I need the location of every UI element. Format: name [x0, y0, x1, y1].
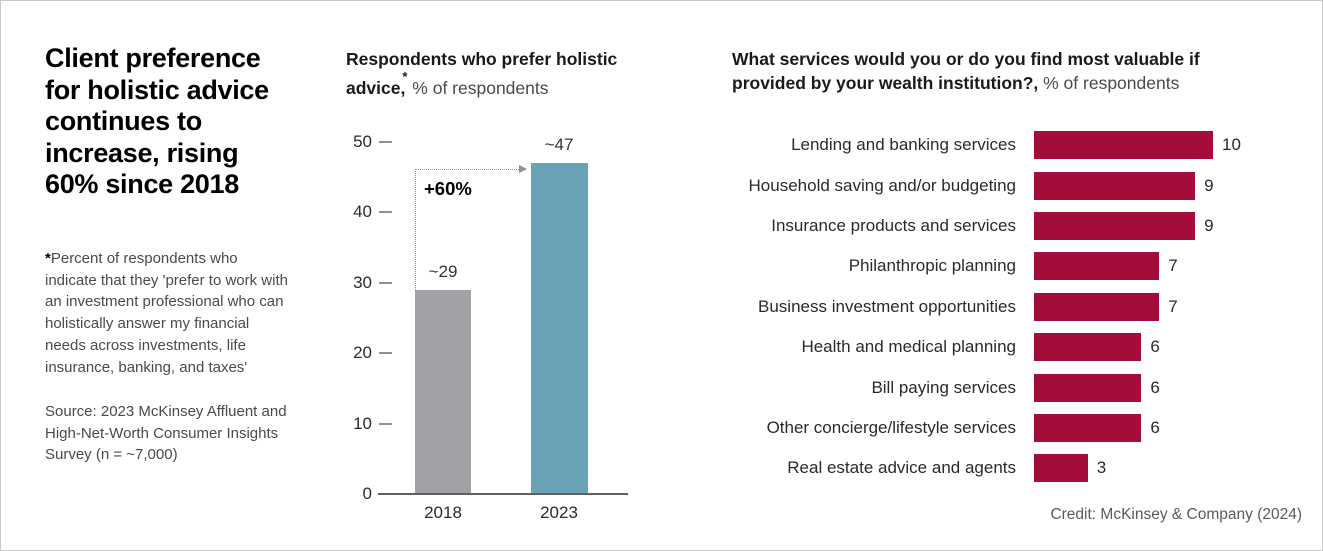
y-axis-tick-40: 40 — [353, 202, 372, 221]
growth-arrow-head-icon — [519, 165, 527, 173]
service-value: 7 — [1168, 256, 1178, 276]
service-bar — [1034, 373, 1142, 402]
trend-title-asterisk: * — [402, 69, 408, 84]
service-label: Health and medical planning — [801, 337, 1016, 357]
bar-2023 — [531, 163, 588, 494]
y-axis-tick-0: 0 — [362, 484, 372, 503]
service-value: 6 — [1150, 417, 1160, 437]
bar-2018-value-label: ~29 — [428, 262, 458, 281]
y-axis-tick-50: 50 — [353, 132, 372, 151]
service-label: Other concierge/lifestyle services — [766, 417, 1016, 437]
y-tick-mark — [379, 282, 392, 284]
service-label: Bill paying services — [871, 377, 1016, 397]
service-label: Household saving and/or budgeting — [748, 175, 1016, 195]
y-axis-tick-20: 20 — [353, 343, 372, 362]
service-bar — [1034, 292, 1160, 321]
service-value: 6 — [1150, 377, 1160, 397]
service-row: Lending and banking services 10 — [726, 125, 1316, 165]
service-bar — [1034, 131, 1213, 160]
service-bar — [1034, 454, 1088, 483]
x-axis-label-2018: 2018 — [424, 503, 462, 522]
service-bar — [1034, 252, 1160, 281]
services-chart-title: What services would you or do you find m… — [732, 47, 1237, 95]
service-bar — [1034, 333, 1142, 362]
trend-chart-title-unit: % of respondents — [407, 77, 549, 98]
page-title-line: continues to — [45, 106, 202, 136]
page-title-line: increase, rising — [45, 137, 239, 168]
service-label: Real estate advice and agents — [787, 458, 1016, 478]
services-bar-chart: Lending and banking services 10 Househol… — [726, 125, 1316, 489]
page-title-line: for holistic advice — [45, 74, 269, 105]
bar-2023-value-label: ~47 — [544, 135, 574, 154]
y-axis-tick-10: 10 — [353, 414, 372, 433]
trend-plot-area — [378, 142, 628, 494]
trend-chart-title: Respondents who prefer holistic advice,*… — [346, 47, 676, 100]
trend-chart-title-bold: Respondents who prefer holistic advice, — [346, 49, 618, 98]
service-label: Insurance products and services — [771, 215, 1016, 235]
service-row: Insurance products and services 9 — [726, 206, 1316, 246]
service-value: 10 — [1222, 135, 1241, 155]
x-axis-label-2023: 2023 — [540, 503, 578, 522]
source-note: Source: 2023 McKinsey Affluent and High-… — [45, 403, 287, 464]
x-axis-line — [378, 493, 628, 495]
service-row: Business investment opportunities 7 — [726, 287, 1316, 327]
growth-arrow-vertical-line — [415, 169, 416, 290]
trend-bar-chart: 50 40 30 20 10 0 ~29 ~47 +60% 2018 2023 — [346, 121, 646, 536]
service-label: Philanthropic planning — [848, 256, 1016, 276]
services-chart-title-unit: % of respondents — [1038, 73, 1180, 93]
growth-arrow-horizontal-line — [415, 169, 519, 170]
service-value: 3 — [1096, 458, 1107, 478]
service-row: Other concierge/lifestyle services 6 — [726, 408, 1316, 448]
service-value: 6 — [1150, 337, 1160, 357]
service-bar — [1034, 413, 1142, 442]
y-tick-mark — [379, 211, 392, 213]
service-row: Bill paying services 6 — [726, 367, 1316, 407]
page-title: Client preference for holistic advice co… — [45, 43, 269, 201]
service-label: Lending and banking services — [791, 135, 1016, 155]
footnote-asterisk: * — [45, 250, 51, 267]
y-axis-tick-30: 30 — [353, 273, 372, 292]
growth-annotation: +60% — [424, 178, 472, 199]
service-value: 9 — [1204, 175, 1214, 195]
service-label: Business investment opportunities — [758, 296, 1016, 316]
y-tick-mark — [379, 423, 392, 425]
service-bar — [1034, 171, 1196, 200]
service-row: Household saving and/or budgeting 9 — [726, 165, 1316, 205]
service-row: Philanthropic planning 7 — [726, 246, 1316, 286]
page-title-line: Client preference — [45, 43, 261, 73]
service-bar — [1034, 211, 1196, 240]
credit-note: Credit: McKinsey & Company (2024) — [1050, 506, 1302, 523]
services-chart-title-bold: What services would you or do you find m… — [732, 49, 1200, 93]
service-value: 7 — [1168, 296, 1178, 316]
service-row: Real estate advice and agents 3 — [726, 448, 1316, 488]
service-value: 9 — [1204, 215, 1214, 235]
service-row: Health and medical planning 6 — [726, 327, 1316, 367]
page-title-line: 60% since 2018 — [45, 169, 239, 199]
footnote-text: Percent of respondents who indicate that… — [45, 250, 288, 376]
y-tick-mark — [379, 141, 392, 143]
bar-2018 — [415, 289, 471, 494]
footnote: *Percent of respondents who indicate tha… — [45, 248, 291, 378]
y-tick-mark — [379, 352, 392, 354]
